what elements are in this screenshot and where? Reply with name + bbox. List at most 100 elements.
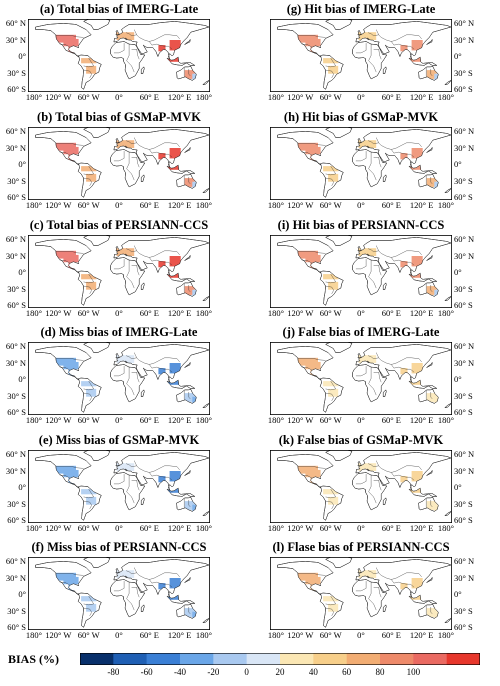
latitude-label: 60° S bbox=[7, 192, 26, 202]
longitude-label: 120° E bbox=[409, 92, 434, 102]
country-border bbox=[373, 157, 382, 168]
coast-nz bbox=[444, 296, 452, 301]
land-greenland bbox=[83, 342, 111, 353]
colorbar-swatch bbox=[213, 653, 247, 665]
country-border bbox=[325, 489, 336, 499]
longitude-label: 120° W bbox=[45, 523, 72, 533]
longitude-label: 120° E bbox=[409, 308, 434, 318]
world-map bbox=[28, 127, 210, 200]
bias-patch-aus bbox=[434, 611, 439, 619]
map-frame bbox=[270, 127, 452, 200]
latitude-label: 30° N bbox=[454, 572, 475, 583]
land-greenland bbox=[83, 19, 111, 30]
coast-eurasia bbox=[113, 237, 210, 276]
bias-patch-sa bbox=[328, 65, 339, 74]
land-greenland bbox=[325, 127, 353, 138]
coastline-layer bbox=[35, 235, 210, 306]
latitude-label: 60° N bbox=[5, 556, 26, 566]
country-border bbox=[134, 352, 180, 365]
country-border bbox=[325, 285, 334, 294]
map-panel: (d) Miss bias of IMERG-Late bbox=[28, 325, 210, 415]
bias-patch-na bbox=[55, 34, 76, 43]
coastline-layer bbox=[35, 127, 210, 198]
bias-patch-ea bbox=[411, 40, 423, 51]
bias-patch-na bbox=[297, 250, 318, 259]
country-border bbox=[368, 248, 379, 252]
coast-southAmerica bbox=[77, 485, 102, 521]
coast-uk bbox=[115, 461, 120, 467]
coast-greenland bbox=[83, 235, 111, 246]
country-border bbox=[391, 579, 415, 588]
map-frame bbox=[270, 557, 452, 630]
longitude-label: 120° W bbox=[287, 200, 314, 210]
bias-patch-sa bbox=[328, 388, 339, 397]
latitude-label: 0° bbox=[454, 589, 462, 599]
latitude-label: 30° S bbox=[454, 283, 473, 294]
coast-australia bbox=[418, 282, 439, 297]
country-border bbox=[368, 140, 379, 144]
country-border bbox=[131, 49, 140, 60]
coast-southAmerica bbox=[77, 592, 102, 628]
longitude-label: 60° E bbox=[381, 308, 401, 318]
bias-patch-eu bbox=[116, 463, 135, 471]
bias-patch-au bbox=[426, 178, 437, 187]
map-frame bbox=[28, 450, 210, 523]
map-svg bbox=[270, 127, 452, 200]
country-border bbox=[373, 587, 382, 598]
world-map bbox=[270, 235, 452, 308]
bias-patch-ea bbox=[158, 261, 166, 268]
country-border bbox=[149, 149, 173, 158]
map-frame bbox=[270, 19, 452, 92]
coast-eurasia bbox=[113, 559, 210, 598]
country-border bbox=[59, 151, 71, 156]
world-map bbox=[28, 450, 210, 523]
country-border bbox=[134, 137, 180, 150]
longitude-label: 180° bbox=[195, 523, 213, 533]
longitude-label: 180° bbox=[25, 92, 43, 102]
map-panel: (i) Hit bias of PERSIANN-CCS bbox=[270, 218, 452, 308]
longitude-label: 180° bbox=[267, 415, 285, 425]
country-border bbox=[376, 137, 422, 150]
coast-africa bbox=[352, 579, 388, 618]
coast-nz bbox=[444, 618, 452, 623]
coast-madagascar bbox=[140, 389, 145, 397]
coastline-layer bbox=[277, 127, 452, 198]
country-border bbox=[131, 265, 140, 276]
longitude-label: 60° E bbox=[139, 415, 159, 425]
latitude-label: 30° S bbox=[7, 175, 26, 186]
coast-australia bbox=[176, 389, 197, 404]
bias-patch-au bbox=[184, 70, 195, 79]
bias-patch-aus bbox=[434, 504, 439, 512]
colorbar-swatch bbox=[280, 653, 314, 665]
coast-southAmerica bbox=[77, 270, 102, 306]
country-border bbox=[113, 43, 125, 54]
latitude-label: 0° bbox=[454, 374, 462, 384]
map-svg bbox=[28, 127, 210, 200]
coast-indonesia bbox=[408, 594, 438, 604]
bias-patch-eu bbox=[116, 355, 135, 363]
map-svg bbox=[28, 342, 210, 415]
latitude-label: 30° N bbox=[454, 142, 475, 153]
coast-indonesia bbox=[166, 56, 196, 66]
longitude-label: 0° bbox=[357, 415, 365, 425]
latitude-label: 30° S bbox=[454, 67, 473, 78]
bias-patch-na bbox=[55, 142, 76, 151]
land-greenland bbox=[83, 235, 111, 246]
latitude-label: 30° N bbox=[454, 250, 475, 261]
country-border bbox=[126, 140, 137, 144]
coastline-layer bbox=[277, 19, 452, 90]
country-border bbox=[188, 607, 191, 614]
longitude-label: 120° E bbox=[409, 415, 434, 425]
latitude-label: 60° N bbox=[5, 18, 26, 28]
coast-indonesia bbox=[166, 379, 196, 389]
country-border bbox=[131, 480, 140, 491]
bias-patch-au bbox=[184, 501, 195, 510]
latitude-label: 60° N bbox=[5, 341, 26, 351]
coast-southAmerica bbox=[319, 485, 344, 521]
land-layer bbox=[277, 557, 452, 628]
bias-patch-eu bbox=[116, 248, 135, 256]
world-map bbox=[270, 19, 452, 92]
coast-madagascar bbox=[382, 174, 387, 182]
map-panel: (a) Total bias of IMERG-Late bbox=[28, 2, 210, 92]
country-border bbox=[83, 285, 92, 294]
